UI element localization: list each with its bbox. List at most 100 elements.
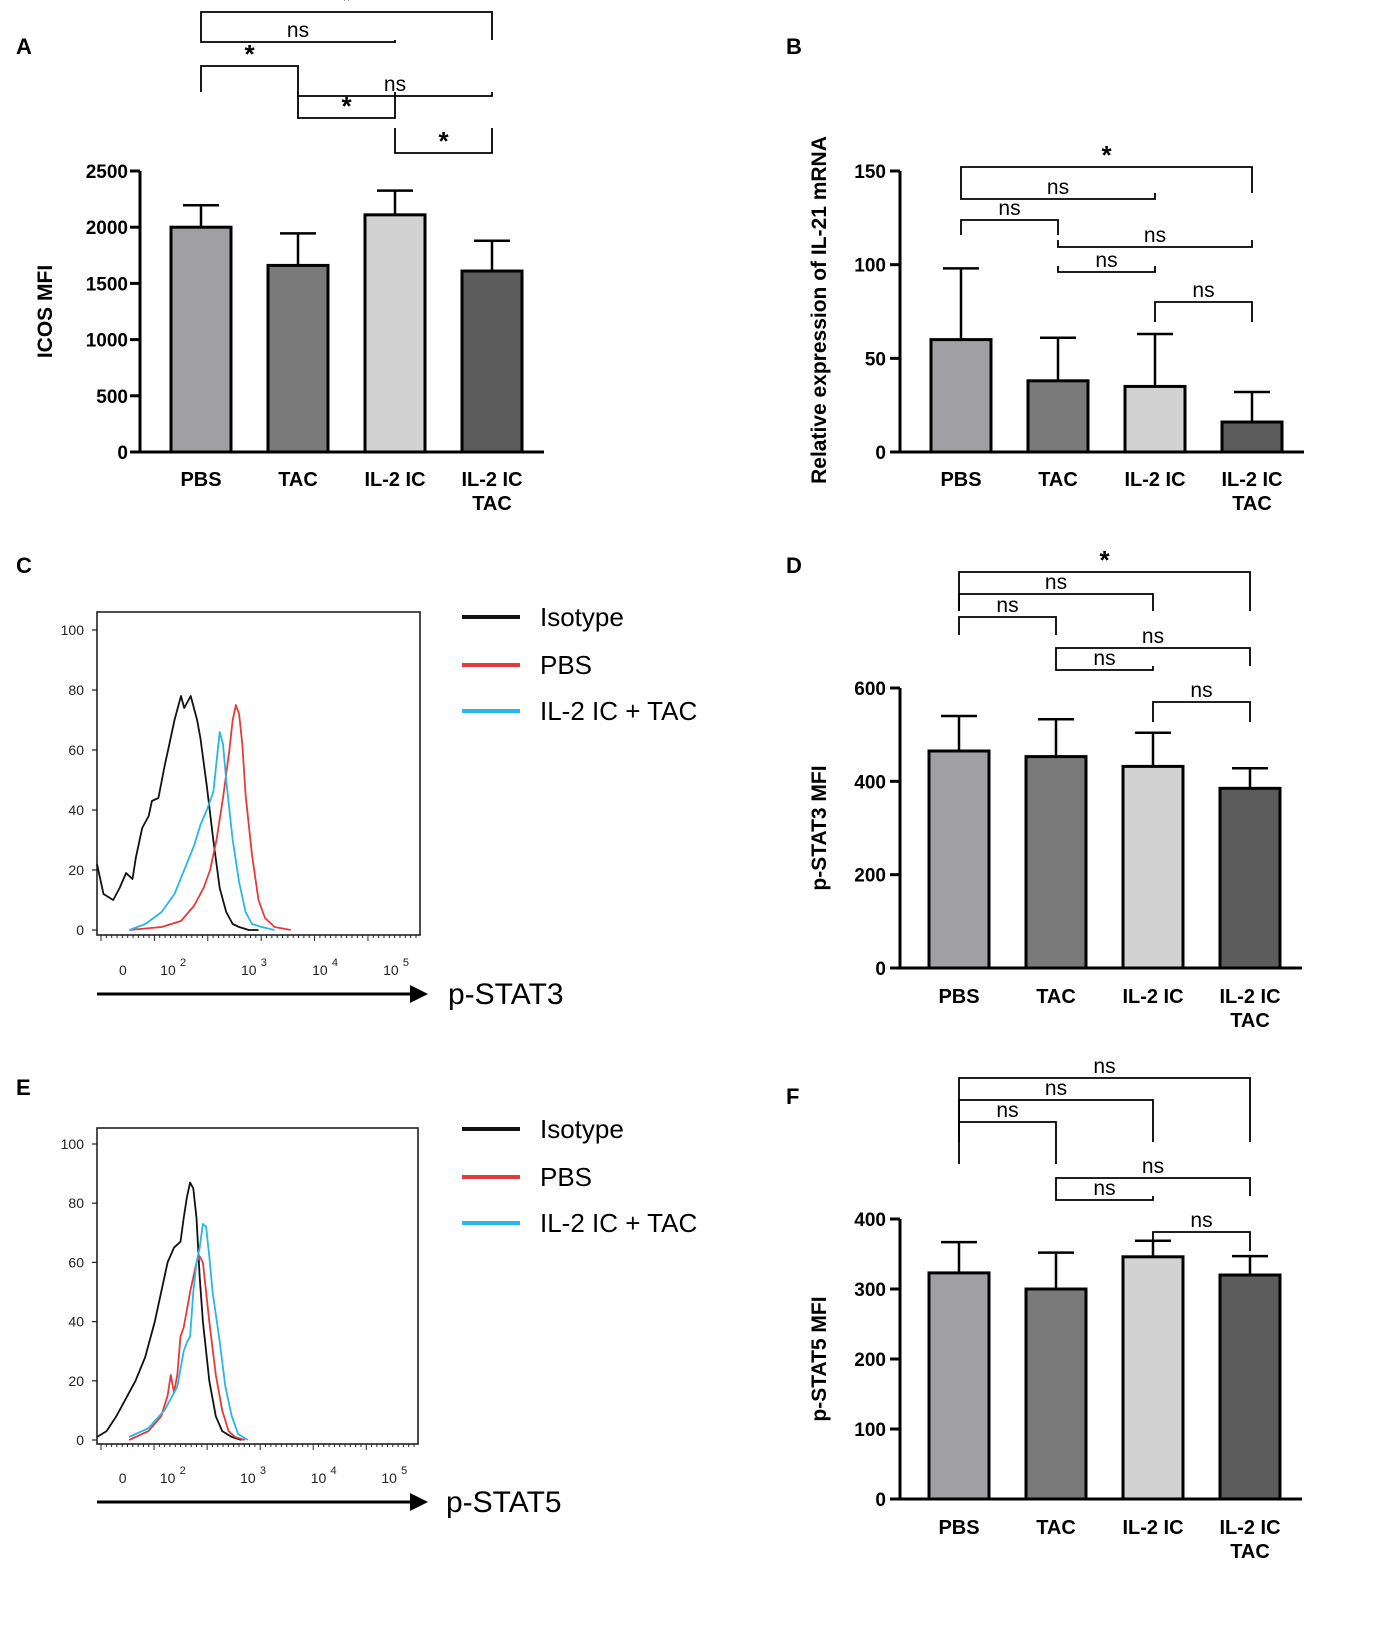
bar-F-2 — [1121, 1255, 1185, 1501]
x-tick-exponent-E: 4 — [330, 1465, 336, 1477]
significance-label-D-5: ns — [1190, 679, 1212, 702]
significance-bracket-F-5 — [1152, 1231, 1251, 1251]
x-tick-label-D-0: PBS — [938, 986, 979, 1008]
significance-label-A-3: ns — [384, 73, 406, 96]
plot-frame-E — [96, 1127, 419, 1445]
significance-bracket-D-5 — [1152, 701, 1251, 722]
significance-bracket-B-0 — [960, 166, 1253, 193]
significance-bracket-B-2 — [960, 219, 1059, 235]
y-tick-label-F: 200 — [854, 1350, 886, 1371]
x-tick-label-D-3: IL-2 IC — [1219, 986, 1280, 1008]
significance-label-B-4: ns — [1095, 249, 1117, 272]
significance-bracket-A-1 — [200, 40, 396, 43]
significance-label-F-0: ns — [1093, 1055, 1115, 1078]
x-tick-label-F-1: TAC — [1036, 1517, 1076, 1539]
x-tick-label-F-3: TAC — [1230, 1541, 1270, 1563]
y-tick-label-F: 0 — [875, 1490, 886, 1511]
x-tick-label-C: 10 — [312, 962, 328, 978]
histogram-curve-E-2 — [128, 1223, 249, 1441]
x-tick-label-B-3: TAC — [1232, 493, 1272, 515]
y-tick-label-A: 500 — [96, 387, 128, 408]
y-tick-label-C: 80 — [68, 682, 84, 698]
significance-label-B-2: ns — [998, 197, 1020, 220]
y-tick-label-A: 1000 — [86, 331, 128, 352]
significance-label-A-0: * — [341, 0, 352, 15]
x-axis-title-E: p-STAT5 — [446, 1486, 562, 1519]
panel-label-E: E — [16, 1075, 31, 1100]
y-tick-label-E: 20 — [68, 1373, 84, 1389]
bar-A-0 — [169, 225, 233, 454]
y-tick-label-A: 0 — [117, 443, 128, 464]
significance-label-F-3: ns — [1142, 1155, 1164, 1178]
y-tick-label-B: 50 — [865, 349, 886, 370]
bar-B-0 — [929, 338, 993, 454]
x-tick-exponent-C: 4 — [332, 957, 338, 969]
y-tick-label-D: 200 — [854, 866, 886, 887]
histogram-curve-E-1 — [128, 1255, 245, 1441]
significance-label-F-1: ns — [1045, 1077, 1067, 1100]
x-tick-label-D-3: TAC — [1230, 1010, 1270, 1032]
x-tick-label-C: 10 — [160, 962, 176, 978]
significance-label-B-0: * — [1101, 140, 1112, 170]
significance-bracket-A-2 — [200, 65, 299, 92]
y-tick-label-F: 400 — [854, 1210, 886, 1231]
significance-bracket-D-1 — [958, 593, 1154, 611]
significance-bracket-A-0 — [200, 11, 493, 40]
x-tick-label-C: 0 — [119, 962, 127, 978]
bar-F-3 — [1218, 1273, 1282, 1501]
plot-frame-C — [96, 611, 421, 936]
legend-label-E-1: PBS — [540, 1162, 592, 1192]
legend-label-E-0: Isotype — [540, 1114, 624, 1144]
x-tick-label-F-3: IL-2 IC — [1219, 1517, 1280, 1539]
panel-label-D: D — [786, 553, 802, 578]
significance-bracket-F-1 — [958, 1099, 1154, 1142]
y-tick-label-F: 300 — [854, 1280, 886, 1301]
x-tick-label-E: 10 — [311, 1470, 327, 1486]
bar-F-0 — [927, 1271, 991, 1501]
y-tick-label-E: 60 — [68, 1254, 84, 1270]
y-tick-label-C: 20 — [68, 862, 84, 878]
x-axis-title-C: p-STAT3 — [448, 978, 564, 1011]
x-tick-label-F-0: PBS — [938, 1517, 979, 1539]
significance-label-F-2: ns — [996, 1099, 1018, 1122]
y-tick-label-C: 100 — [61, 622, 85, 638]
x-tick-exponent-E: 5 — [401, 1465, 407, 1477]
x-tick-exponent-C: 5 — [403, 957, 409, 969]
significance-label-B-3: ns — [1144, 224, 1166, 247]
significance-bracket-D-4 — [1055, 666, 1154, 671]
y-axis-title-F: p-STAT5 MFI — [808, 1296, 831, 1421]
x-tick-label-A-3: TAC — [472, 493, 512, 515]
x-tick-label-C: 10 — [383, 962, 399, 978]
y-tick-label-E: 80 — [68, 1195, 84, 1211]
y-axis-title-A: ICOS MFI — [34, 265, 57, 358]
significance-label-D-2: ns — [996, 594, 1018, 617]
y-tick-label-A: 2500 — [86, 162, 128, 183]
significance-label-D-4: ns — [1093, 647, 1115, 670]
significance-bracket-F-2 — [958, 1121, 1057, 1164]
bar-A-3 — [460, 269, 524, 454]
x-tick-label-B-0: PBS — [940, 469, 981, 491]
x-tick-exponent-E: 3 — [260, 1465, 266, 1477]
histogram-curve-C-1 — [129, 704, 291, 931]
x-tick-label-A-3: IL-2 IC — [461, 469, 522, 491]
y-tick-label-C: 0 — [76, 922, 84, 938]
significance-bracket-D-3 — [1055, 647, 1251, 666]
y-tick-label-C: 40 — [68, 802, 84, 818]
y-tick-label-E: 0 — [76, 1432, 84, 1448]
y-tick-label-E: 100 — [61, 1136, 85, 1152]
x-tick-label-B-2: IL-2 IC — [1124, 469, 1185, 491]
y-tick-label-D: 0 — [875, 959, 886, 980]
bar-A-2 — [363, 213, 427, 454]
significance-bracket-B-5 — [1154, 301, 1253, 322]
legend-label-C-2: IL-2 IC + TAC — [540, 696, 697, 726]
panel-label-F: F — [786, 1084, 799, 1109]
significance-bracket-F-3 — [1055, 1177, 1251, 1196]
bar-D-3 — [1218, 786, 1282, 970]
significance-label-A-2: * — [244, 39, 255, 69]
histogram-curve-C-2 — [128, 731, 275, 931]
significance-bracket-B-1 — [960, 193, 1156, 200]
x-tick-label-D-2: IL-2 IC — [1122, 986, 1183, 1008]
bar-F-1 — [1024, 1287, 1088, 1501]
bar-B-3 — [1220, 420, 1284, 454]
y-tick-label-E: 40 — [68, 1314, 84, 1330]
